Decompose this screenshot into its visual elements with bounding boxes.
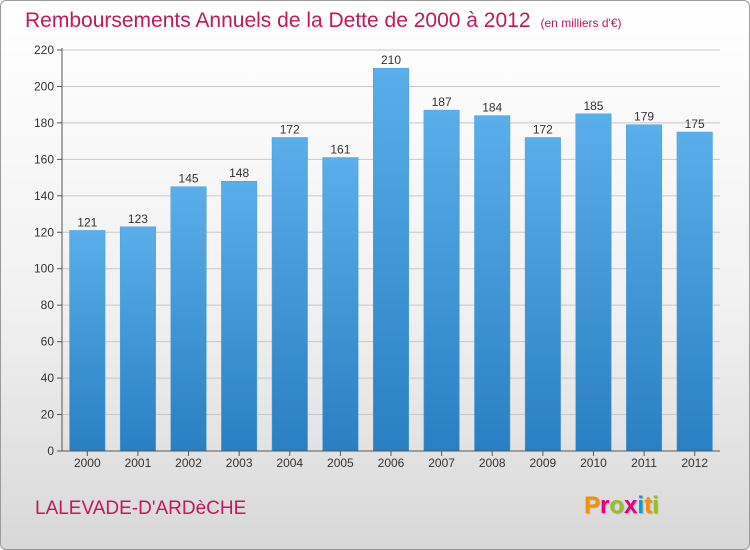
data-label: 187 [432,95,452,109]
logo-letter: o [609,492,625,519]
y-tick-label: 40 [41,371,55,385]
x-tick-label: 2006 [378,456,405,470]
title-unit: (en milliers d'€) [540,16,622,30]
bar-2010 [575,113,612,452]
bar-2002 [170,186,207,452]
x-tick-label: 2011 [631,456,657,470]
x-tick-label: 2000 [74,456,101,470]
x-tick-label: 2004 [276,456,303,470]
bars: 121 123 145 148 172 161 210 187 184 172 185 179 175 [69,53,713,452]
proxiti-logo[interactable]: Proxiti [584,492,659,520]
x-tick-label: 2001 [125,456,152,470]
y-tick-label: 220 [34,43,54,57]
y-tick-label: 140 [34,189,54,203]
title-text: Remboursements Annuels de la Dette de 20… [25,9,531,32]
data-label: 148 [229,166,249,180]
bar-2001 [119,226,156,452]
data-label: 184 [482,101,502,115]
x-tick-label: 2009 [529,456,556,470]
y-tick-label: 100 [34,262,54,276]
logo-letter: i [652,492,659,519]
bar-2008 [474,115,511,452]
y-tick-label: 80 [41,298,55,312]
bar-2012 [676,131,713,452]
bar-2003 [221,180,258,452]
data-label: 172 [280,122,300,136]
data-label: 185 [583,99,603,113]
x-tick-label: 2005 [327,456,354,470]
bar-2011 [626,124,663,452]
y-tick-label: 160 [34,152,54,166]
y-tick-label: 0 [47,444,54,458]
bar-2005 [322,157,359,452]
y-tick-label: 180 [34,116,54,130]
data-label: 123 [128,212,148,226]
logo-letter: x [624,492,638,519]
data-label: 175 [685,117,705,131]
x-tick-label: 2012 [681,456,708,470]
y-tick-label: 20 [41,408,55,422]
x-tick-label: 2008 [479,456,506,470]
x-tick-label: 2007 [428,456,455,470]
bar-2009 [524,137,561,452]
chart-title: Remboursements Annuels de la Dette de 20… [25,9,622,33]
logo-letter: P [584,492,601,519]
y-tick-label: 60 [41,335,55,349]
x-tick-label: 2003 [226,456,253,470]
data-label: 172 [533,122,553,136]
bar-2007 [423,109,460,452]
y-tick-label: 200 [34,79,54,93]
logo-letter: i [637,492,645,519]
bar-2004 [271,137,308,452]
bar-2000 [69,230,106,452]
x-tick-label: 2002 [175,456,202,470]
data-label: 210 [381,53,401,67]
axes: 0 20 40 60 80 100 120 140 160 180 200 220 2000 2001 20… [34,43,720,470]
y-tick-label: 120 [34,225,54,239]
x-tick-label: 2010 [580,456,607,470]
data-label: 179 [634,110,654,124]
data-label: 121 [77,215,97,229]
bar-2006 [373,67,409,452]
data-label: 145 [179,172,199,186]
data-label: 161 [330,143,350,157]
logo-letter: r [600,492,610,519]
commune-name: LALEVADE-D'ARDèCHE [35,498,247,519]
logo-letter: t [644,492,653,519]
